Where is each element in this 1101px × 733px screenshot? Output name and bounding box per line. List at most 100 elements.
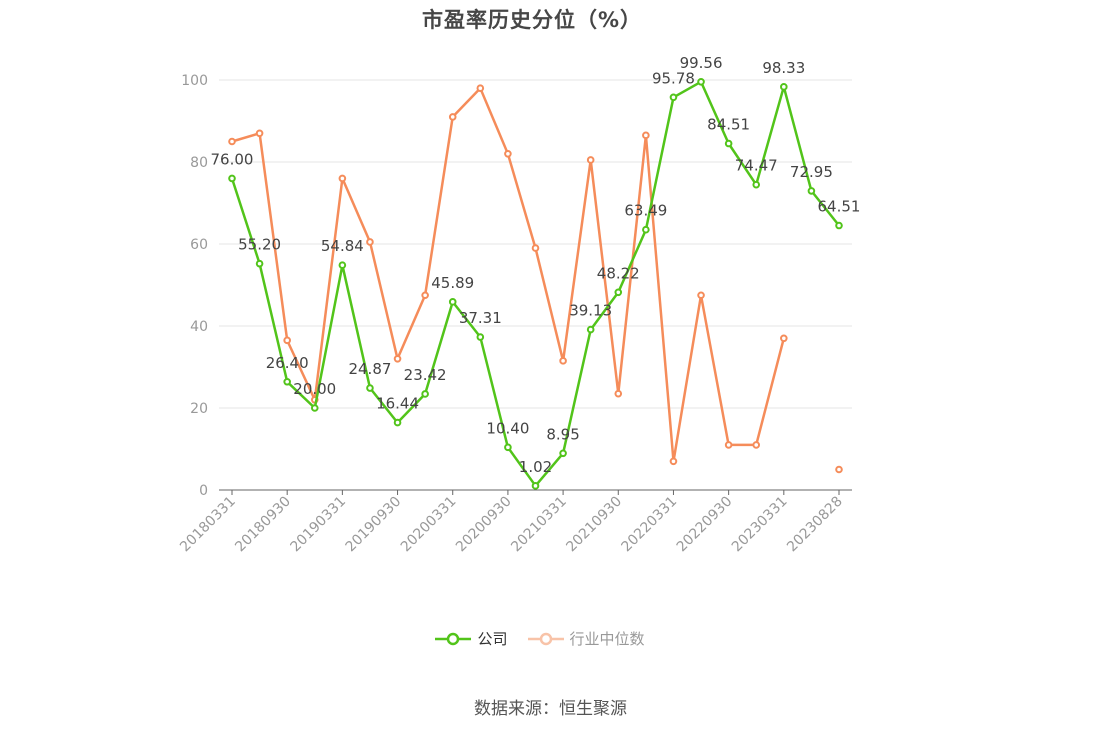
data-point (669, 457, 678, 466)
data-label: 23.42 (404, 366, 447, 384)
data-label: 98.33 (762, 59, 805, 77)
data-point (586, 325, 595, 334)
y-tick-label: 80 (190, 155, 208, 171)
data-point (835, 221, 843, 230)
legend: 公司 行业中位数 (0, 628, 1080, 649)
series-line (230, 80, 840, 488)
data-label: 1.02 (519, 458, 552, 476)
data-point (531, 244, 540, 252)
data-point (697, 291, 705, 300)
data-point (283, 377, 291, 386)
data-label: 26.40 (266, 354, 309, 372)
data-label: 64.51 (818, 198, 861, 216)
data-label: 54.84 (321, 237, 364, 255)
y-tick-label: 60 (190, 237, 208, 253)
data-point (614, 389, 623, 398)
x-tick-label: 20210930 (563, 494, 625, 556)
data-label: 37.31 (459, 309, 502, 327)
data-point (807, 187, 816, 195)
data-label: 24.87 (348, 360, 391, 378)
data-point (310, 404, 319, 412)
data-point (448, 298, 457, 306)
data-point (780, 334, 788, 343)
data-label: 16.44 (376, 395, 419, 413)
data-point (255, 259, 264, 268)
x-tick-label: 20200930 (453, 494, 515, 556)
chart-title: 市盈率历史分位（%） (421, 8, 643, 32)
legend-label: 公司 (477, 630, 508, 648)
data-label: 99.56 (680, 54, 723, 72)
legend-item[interactable]: 行业中位数 (527, 628, 645, 649)
y-tick-label: 100 (181, 73, 208, 89)
data-point (366, 238, 374, 246)
data-point (393, 418, 402, 427)
data-point (697, 78, 705, 86)
data-point (393, 355, 402, 363)
data-point (255, 129, 264, 138)
data-point (283, 336, 291, 345)
y-tick-label: 0 (199, 483, 208, 499)
data-point (476, 333, 485, 341)
data-point (531, 482, 540, 490)
grid-lines (219, 79, 852, 409)
data-label: 20.00 (293, 380, 336, 398)
x-tick-label: 20230331 (729, 494, 791, 556)
data-labels: 76.00 55.20 26.40 20.00 54.84 24.87 16.44 23.42… (211, 54, 861, 476)
data-label: 48.22 (597, 264, 640, 282)
data-label: 10.40 (486, 419, 529, 437)
data-point (642, 131, 650, 140)
data-point (338, 261, 347, 269)
data-point (752, 180, 761, 189)
legend-swatch (527, 632, 564, 645)
data-label: 74.47 (735, 157, 778, 175)
legend-swatch (435, 632, 472, 645)
x-tick-label: 20200331 (398, 494, 460, 556)
axes: 0 20 40 60 80 100 2018033120180930201903312019… (177, 73, 852, 555)
x-tick-label: 20190331 (287, 494, 349, 556)
legend-item[interactable]: 公司 (435, 628, 508, 649)
y-tick-label: 40 (190, 319, 208, 335)
data-point (724, 139, 733, 148)
data-point (835, 465, 843, 474)
data-point (614, 288, 623, 297)
data-point (448, 113, 457, 121)
data-label: 45.89 (431, 274, 474, 292)
data-point (559, 449, 567, 458)
data-label: 55.20 (238, 236, 281, 254)
data-point (421, 390, 429, 398)
data-label: 72.95 (790, 163, 833, 181)
data-point (338, 174, 347, 183)
data-point (476, 84, 485, 92)
data-label: 63.49 (624, 202, 667, 220)
x-tick-label: 20220331 (619, 494, 681, 556)
series-line (232, 88, 839, 469)
legend-label: 行业中位数 (569, 630, 645, 648)
x-tick-label: 20230828 (784, 494, 846, 556)
data-point (228, 137, 236, 146)
data-point (366, 384, 374, 392)
data-label: 95.78 (652, 69, 695, 87)
x-tick-label: 20210331 (508, 494, 570, 556)
data-point (780, 83, 788, 91)
x-tick-label: 20180331 (177, 494, 239, 556)
source-note: 数据来源：恒生聚源 (474, 699, 627, 719)
data-point (669, 93, 678, 102)
data-point (504, 150, 512, 158)
x-tick-label: 20220930 (674, 494, 736, 556)
data-label: 39.13 (569, 302, 612, 320)
data-point (228, 174, 236, 183)
data-point (586, 156, 595, 164)
data-point (752, 441, 761, 449)
x-tick-label: 20190930 (343, 494, 405, 556)
data-label: 8.95 (546, 425, 579, 443)
data-point (724, 441, 733, 449)
data-label: 76.00 (211, 150, 254, 168)
x-tick-label: 20180930 (232, 494, 294, 556)
data-label: 84.51 (707, 116, 750, 134)
series (228, 78, 843, 490)
data-point (421, 291, 429, 300)
data-point (559, 357, 567, 365)
data-point (504, 443, 512, 452)
y-tick-label: 20 (190, 401, 208, 417)
